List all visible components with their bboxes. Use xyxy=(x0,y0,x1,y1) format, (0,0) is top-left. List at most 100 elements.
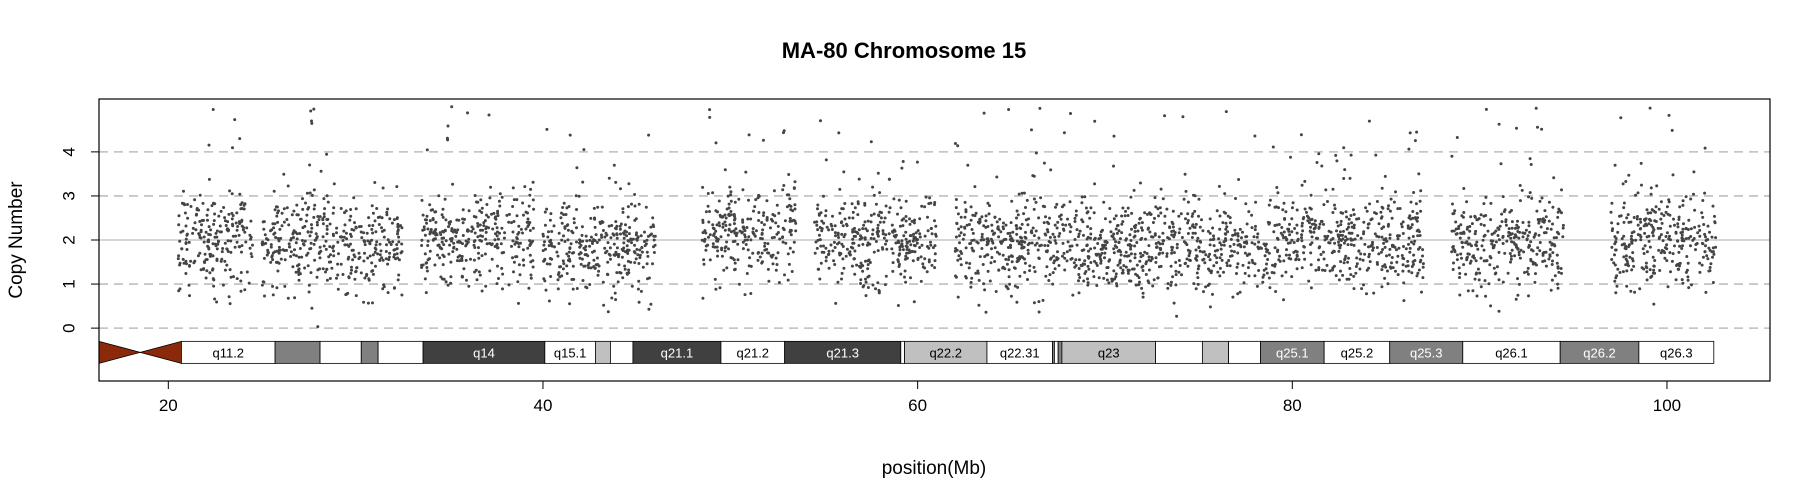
data-point xyxy=(1652,268,1656,272)
data-point xyxy=(1143,211,1147,215)
data-point xyxy=(1681,203,1685,207)
data-point xyxy=(1069,112,1072,115)
data-point xyxy=(215,259,219,262)
data-point xyxy=(956,144,960,148)
data-point xyxy=(1416,271,1420,275)
data-point xyxy=(1466,289,1470,293)
data-point xyxy=(378,253,382,257)
data-point xyxy=(1008,234,1012,238)
data-point xyxy=(1372,291,1376,295)
data-point xyxy=(1551,251,1555,255)
data-point xyxy=(1007,108,1011,111)
data-point xyxy=(305,253,309,257)
data-point xyxy=(271,222,275,226)
data-point xyxy=(1363,252,1367,256)
data-point xyxy=(1119,253,1123,257)
data-point xyxy=(325,267,329,271)
data-point xyxy=(783,273,786,277)
data-point xyxy=(1516,293,1520,297)
data-point xyxy=(297,278,301,282)
data-point xyxy=(1009,294,1013,298)
data-point xyxy=(1118,237,1122,241)
data-point xyxy=(1254,224,1257,228)
data-point xyxy=(475,278,479,282)
data-point xyxy=(981,263,985,266)
data-point xyxy=(1548,254,1552,258)
data-point xyxy=(1411,210,1415,213)
data-point xyxy=(1561,226,1565,230)
data-point xyxy=(227,212,231,216)
data-point xyxy=(928,196,932,200)
data-point xyxy=(1158,251,1162,255)
data-point xyxy=(1204,285,1208,289)
data-point xyxy=(1534,106,1538,110)
data-point xyxy=(272,189,276,193)
data-point xyxy=(426,227,430,231)
data-point xyxy=(1469,215,1473,219)
data-point xyxy=(277,239,281,243)
data-point xyxy=(529,260,533,264)
data-point xyxy=(277,251,281,255)
data-point xyxy=(426,239,430,243)
data-point xyxy=(622,236,626,240)
data-point xyxy=(1247,261,1251,265)
data-point xyxy=(974,271,978,275)
data-point xyxy=(368,254,372,258)
data-point xyxy=(600,235,604,239)
data-point xyxy=(650,232,653,236)
data-point xyxy=(1479,256,1483,260)
data-point xyxy=(399,251,403,255)
data-point xyxy=(549,241,553,245)
data-point xyxy=(1191,231,1195,235)
data-point xyxy=(485,213,488,217)
data-point xyxy=(331,232,335,236)
data-point xyxy=(1508,252,1512,255)
data-point xyxy=(715,245,719,249)
data-point xyxy=(597,269,601,273)
data-point xyxy=(1174,283,1178,287)
data-point xyxy=(1239,244,1243,247)
data-point xyxy=(1465,200,1469,204)
data-point xyxy=(205,269,209,273)
data-point xyxy=(988,279,992,283)
data-point xyxy=(1110,234,1114,238)
data-point xyxy=(1642,267,1646,271)
data-point xyxy=(597,238,601,242)
data-point xyxy=(500,226,504,230)
data-point xyxy=(1073,220,1077,223)
data-point xyxy=(876,249,880,253)
data-point xyxy=(1324,188,1328,192)
data-point xyxy=(904,280,908,284)
data-point xyxy=(485,203,489,206)
data-point xyxy=(581,279,585,282)
data-point xyxy=(629,260,633,264)
data-point xyxy=(1451,268,1455,271)
data-point xyxy=(1332,264,1336,268)
data-point xyxy=(1292,241,1296,244)
data-point xyxy=(1135,263,1139,267)
data-point xyxy=(1185,243,1189,247)
data-point xyxy=(1089,227,1093,231)
data-point xyxy=(868,261,872,264)
data-point xyxy=(1166,282,1170,286)
data-point xyxy=(1051,232,1055,236)
data-point xyxy=(579,243,583,247)
data-point xyxy=(997,228,1001,231)
data-point xyxy=(792,218,796,222)
data-point xyxy=(701,231,705,235)
data-point xyxy=(1527,195,1530,199)
band-label: q23 xyxy=(1098,345,1120,360)
data-point xyxy=(1355,262,1359,266)
data-point xyxy=(1323,269,1327,272)
data-point xyxy=(1145,252,1149,255)
data-point xyxy=(1522,250,1526,254)
data-point xyxy=(1247,210,1251,214)
data-point xyxy=(622,241,626,245)
data-point xyxy=(1157,214,1160,218)
data-point xyxy=(1087,255,1091,259)
data-point xyxy=(715,223,719,227)
data-point xyxy=(543,223,547,227)
data-point xyxy=(201,201,205,205)
data-point xyxy=(782,184,786,187)
data-point xyxy=(1220,258,1224,262)
